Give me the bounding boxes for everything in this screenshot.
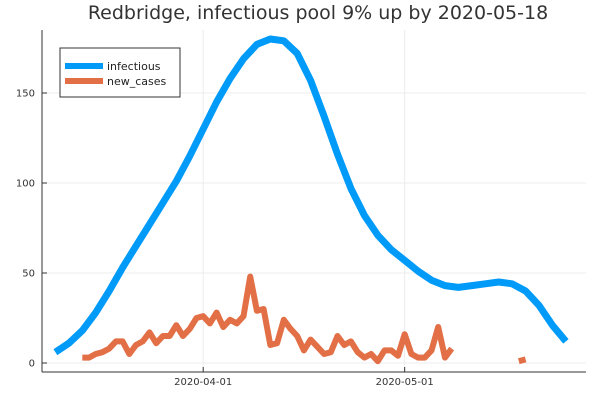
legend-box — [59, 47, 181, 98]
x-tick-label: 2020-05-01 — [376, 377, 434, 388]
y-tick-label: 150 — [16, 89, 35, 100]
y-tick-label: 100 — [16, 179, 35, 190]
series-line-new-cases — [82, 273, 455, 365]
x-tick-label: 2020-04-01 — [174, 377, 232, 388]
series-layer — [53, 35, 569, 365]
y-tick-label: 0 — [29, 359, 35, 370]
axes: 0 50 100 150 2020-04-01 2020-05-01 — [16, 30, 586, 388]
series-line-infectious — [53, 35, 569, 356]
legend-label-infectious: infectious — [107, 60, 161, 73]
y-tick-label: 50 — [22, 269, 35, 280]
legend-label-new-cases: new_cases — [107, 75, 167, 88]
chart-title: Redbridge, infectious pool 9% up by 2020… — [88, 2, 548, 24]
series-line-new-cases — [518, 356, 527, 365]
legend: infectious new_cases — [59, 47, 181, 98]
